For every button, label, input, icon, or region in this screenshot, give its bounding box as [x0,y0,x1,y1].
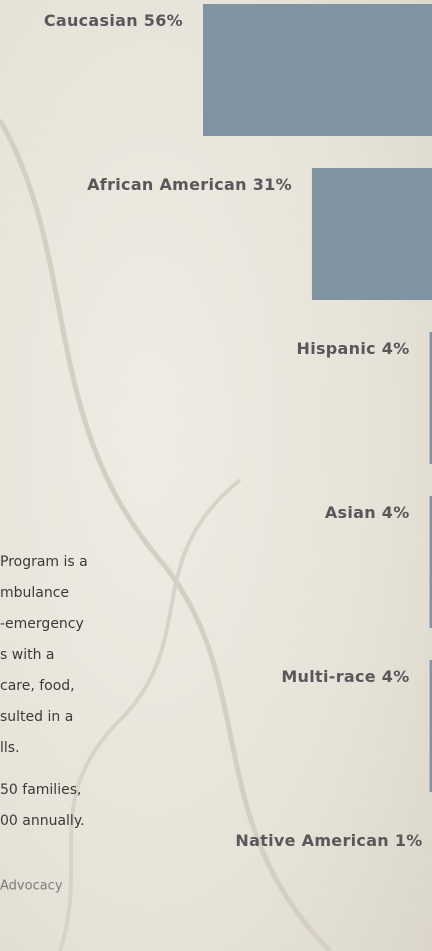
bar [312,168,432,300]
chart: Caucasian 56% African American 31% Hispani… [0,0,432,951]
value-label: 4% [382,667,410,686]
bar-label: African American 31% [87,175,292,194]
body-line: 50 families, [0,782,81,798]
bar-label: Caucasian 56% [44,11,183,30]
footer-text: Advocacy [0,879,63,894]
body-line: lls. [0,740,20,756]
body-line: s with a [0,647,54,663]
category-label: African American [87,175,247,194]
category-label: Caucasian [44,11,138,30]
body-line: 00 annually. [0,813,85,829]
body-line: -emergency [0,616,84,632]
value-label: 1% [395,831,423,850]
value-label: 56% [144,11,183,30]
value-label: 4% [382,503,410,522]
body-line: Program is a [0,554,88,570]
category-label: Native American [235,831,389,850]
bar-label: Multi-race 4% [281,667,409,686]
background [0,0,432,951]
body-line: care, food, [0,678,75,694]
bar [203,4,432,136]
value-label: 31% [253,175,292,194]
category-label: Multi-race [281,667,376,686]
category-label: Asian [325,503,376,522]
body-line: mbulance [0,585,69,601]
body-line: sulted in a [0,709,73,725]
value-label: 4% [382,339,410,358]
bar-label: Native American 1% [235,831,422,850]
bar-label: Hispanic 4% [297,339,410,358]
bar-label: Asian 4% [325,503,410,522]
category-label: Hispanic [297,339,376,358]
page: Caucasian 56% African American 31% Hispani… [0,0,432,951]
